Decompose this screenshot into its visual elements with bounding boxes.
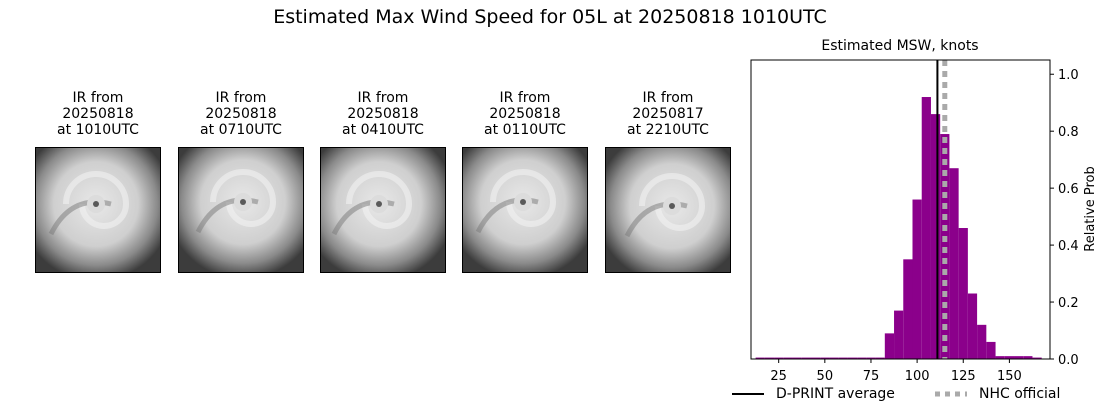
histogram-bar: [903, 259, 913, 359]
histogram-bar: [755, 357, 765, 359]
ir-satellite-image: [320, 147, 446, 273]
y-tick-label: 0.8: [1058, 125, 1079, 140]
legend-dprint-swatch: [732, 393, 764, 395]
ir-satellite-image: [35, 147, 161, 273]
histogram-bar: [1004, 356, 1015, 359]
y-tick-label: 0.6: [1058, 182, 1079, 197]
ir-panel: IR from 20250818 at 0110UTC: [462, 90, 588, 273]
legend-dprint-label: D-PRINT average: [776, 386, 895, 402]
ir-panel: IR from 20250818 at 0410UTC: [320, 90, 446, 273]
ir-panel: IR from 20250818 at 0710UTC: [178, 90, 304, 273]
ir-panel-caption: IR from 20250818 at 1010UTC: [57, 90, 139, 138]
x-tick-label: 100: [905, 369, 930, 384]
histogram-bar: [1014, 356, 1024, 359]
x-tick-label: 125: [951, 369, 976, 384]
y-tick-label: 0.4: [1058, 239, 1079, 254]
histogram-bar: [912, 199, 922, 359]
plot-frame: [750, 59, 1051, 360]
histogram-bar: [940, 134, 950, 359]
bars-group: [755, 97, 1042, 360]
chart-title: Estimated MSW, knots: [821, 38, 978, 54]
ir-panel-caption: IR from 20250818 at 0110UTC: [484, 90, 566, 138]
histogram-bar: [949, 168, 959, 359]
histogram-bar: [838, 357, 848, 359]
y-axis-label: Relative Prob: [1083, 166, 1098, 251]
histogram-bar: [847, 357, 858, 359]
histogram-bar: [801, 357, 811, 359]
legend-dprint: D-PRINT average: [732, 386, 895, 402]
histogram-bar: [875, 357, 885, 359]
ir-panel: IR from 20250817 at 2210UTC: [605, 90, 731, 273]
ir-satellite-image: [462, 147, 588, 273]
histogram-bar: [977, 324, 987, 359]
histogram-bar: [866, 357, 876, 359]
histogram-bar: [930, 114, 941, 359]
ir-panel: IR from 20250818 at 1010UTC: [35, 90, 161, 273]
histogram-bar: [958, 228, 968, 359]
x-tick-label: 150: [997, 369, 1022, 384]
x-tick-label: 50: [817, 369, 834, 384]
ir-satellite-image: [605, 147, 731, 273]
y-axis: 0.0 0.2 0.4 0.6 0.8 1.0: [1050, 68, 1079, 368]
legend-nhc-label: NHC official: [979, 386, 1061, 402]
y-tick-label: 0.2: [1058, 296, 1079, 311]
histogram-bar: [829, 357, 839, 359]
legend-nhc: NHC official: [935, 386, 1060, 402]
ir-satellite-image: [178, 147, 304, 273]
ir-panel-caption: IR from 20250818 at 0410UTC: [342, 90, 424, 138]
histogram-bar: [774, 357, 784, 359]
histogram-bar: [967, 293, 978, 359]
histogram-bar: [810, 357, 821, 359]
x-axis: 25 50 75 100 125 150: [770, 359, 1022, 384]
histogram-bar: [857, 357, 867, 359]
histogram-bar: [1032, 357, 1042, 359]
histogram-bar: [884, 333, 895, 359]
histogram-bar: [764, 357, 775, 359]
histogram-bar: [894, 310, 904, 359]
reference-lines: [936, 60, 948, 359]
histogram-bar: [995, 356, 1005, 359]
legend-nhc-swatch: [935, 391, 967, 397]
histogram-bar: [921, 97, 931, 360]
ir-panel-caption: IR from 20250818 at 0710UTC: [200, 90, 282, 138]
histogram-bar: [792, 357, 802, 359]
x-tick-label: 75: [863, 369, 880, 384]
histogram-bar: [986, 341, 996, 359]
y-tick-label: 1.0: [1058, 68, 1079, 83]
ir-panel-caption: IR from 20250817 at 2210UTC: [627, 90, 709, 138]
histogram-bar: [1023, 356, 1033, 359]
figure-title: Estimated Max Wind Speed for 05L at 2025…: [273, 6, 827, 28]
x-tick-label: 25: [770, 369, 787, 384]
histogram-bar: [783, 357, 793, 359]
histogram-bar: [820, 357, 830, 359]
y-tick-label: 0.0: [1058, 353, 1079, 368]
